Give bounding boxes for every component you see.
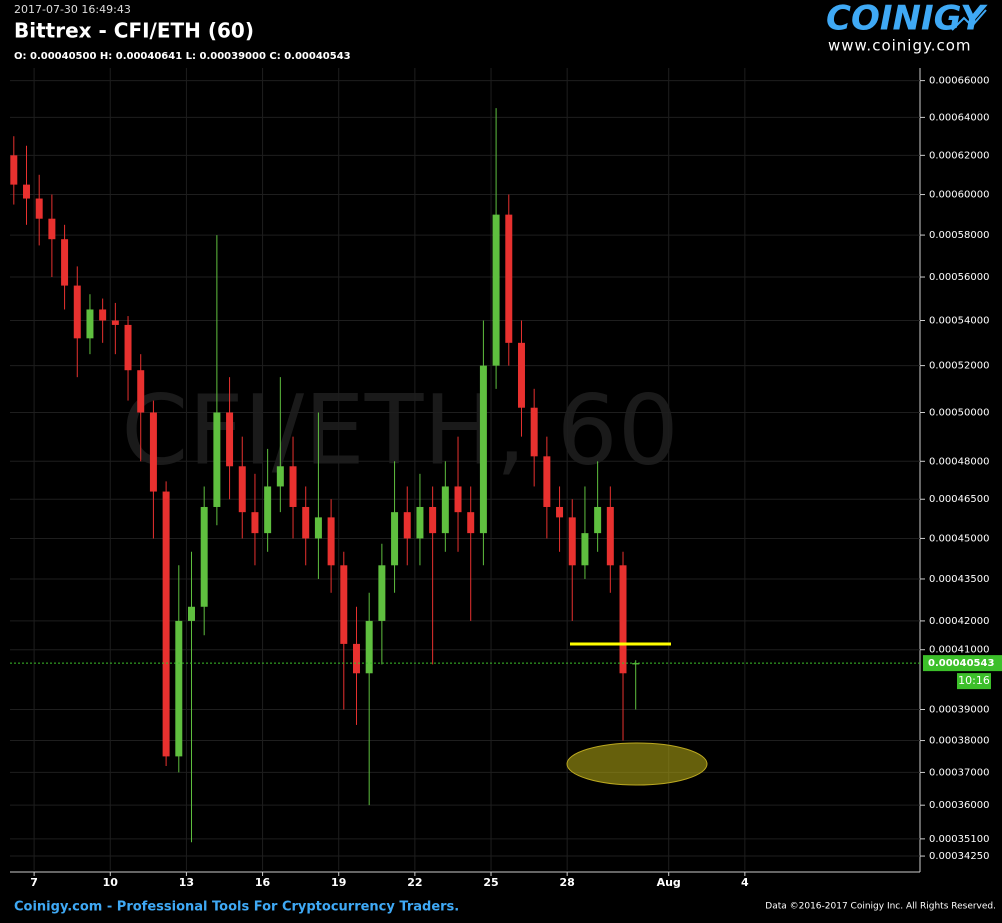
candle-body bbox=[238, 466, 246, 513]
candle-body bbox=[479, 365, 487, 534]
candle-body bbox=[365, 620, 373, 674]
candle-body bbox=[416, 506, 424, 539]
x-tick-label: Aug bbox=[657, 876, 681, 889]
y-tick-label: 0.00046500 bbox=[929, 494, 989, 505]
countdown-box bbox=[957, 673, 991, 690]
x-tick-label: 7 bbox=[30, 876, 38, 889]
candle-body bbox=[530, 407, 538, 457]
candle-body bbox=[467, 512, 475, 534]
candle-body bbox=[327, 517, 335, 566]
candle-body bbox=[251, 512, 259, 534]
candle-body bbox=[111, 320, 119, 325]
candle-body bbox=[213, 412, 221, 507]
candle-body bbox=[403, 512, 411, 539]
candle-body bbox=[606, 506, 614, 566]
candle-body bbox=[568, 517, 576, 566]
x-tick-label: 13 bbox=[179, 876, 194, 889]
candle-body bbox=[23, 184, 30, 199]
candle-body bbox=[391, 512, 399, 566]
candle-body bbox=[99, 309, 107, 321]
candle-body bbox=[162, 491, 170, 757]
y-tick-label: 0.00035100 bbox=[929, 834, 989, 845]
plot: 0.00066000 0.00064000 0.00062000 0.00060000… bbox=[10, 68, 1002, 889]
candle-body bbox=[556, 506, 564, 518]
y-tick-label: 0.00054000 bbox=[929, 315, 989, 326]
candle-body bbox=[454, 486, 462, 513]
y-tick-label: 0.00056000 bbox=[929, 272, 989, 283]
countdown: 10:16 bbox=[958, 674, 990, 687]
candle-body bbox=[137, 370, 145, 413]
candle-body bbox=[594, 506, 602, 534]
y-tick-label: 0.00037000 bbox=[929, 767, 989, 778]
y-tick-label: 0.00043500 bbox=[929, 574, 989, 585]
logo: COINIGY bbox=[826, 0, 988, 39]
candle-body bbox=[10, 155, 18, 185]
candle-body bbox=[264, 486, 272, 534]
footer-left: Coinigy.com - Professional Tools For Cry… bbox=[14, 900, 459, 915]
y-tick-label: 0.00058000 bbox=[929, 230, 989, 241]
candle-body bbox=[86, 309, 94, 339]
x-tick-label: 22 bbox=[407, 876, 422, 889]
y-tick-label: 0.00042000 bbox=[929, 616, 989, 627]
candle-body bbox=[124, 324, 132, 371]
candle-body bbox=[48, 218, 56, 240]
y-tick-label: 0.00052000 bbox=[929, 361, 989, 372]
candle-body bbox=[61, 239, 69, 286]
x-tick-label: 10 bbox=[103, 876, 119, 889]
candle-body bbox=[289, 466, 297, 507]
logo-icon bbox=[951, 9, 987, 31]
x-tick-label: 16 bbox=[255, 876, 271, 889]
candle-body bbox=[352, 643, 360, 674]
timestamp: 2017-07-30 16:49:43 bbox=[14, 3, 131, 16]
y-tick-label: 0.00034250 bbox=[929, 851, 989, 862]
y-tick-label: 0.00045000 bbox=[929, 533, 989, 544]
candle-body bbox=[35, 198, 43, 219]
footer-right: Data ©2016-2017 Coinigy Inc. All Rights … bbox=[765, 902, 996, 912]
candle-body bbox=[543, 456, 551, 507]
candle-body bbox=[188, 606, 195, 621]
candle-body bbox=[632, 663, 640, 665]
candle-body bbox=[378, 565, 386, 621]
chart-title: Bittrex - CFI/ETH (60) bbox=[14, 19, 254, 43]
candle-body bbox=[276, 466, 284, 487]
y-tick-label: 0.00039000 bbox=[929, 705, 989, 716]
candle-body bbox=[73, 285, 81, 339]
y-tick-label: 0.00050000 bbox=[929, 407, 989, 418]
candle-body bbox=[200, 506, 208, 607]
candle-body bbox=[314, 517, 322, 539]
candle-body bbox=[340, 565, 348, 644]
candle-body bbox=[517, 342, 525, 408]
last-price-box bbox=[923, 655, 1002, 672]
ohlc-text: O: 0.00040500 H: 0.00040641 L: 0.0003900… bbox=[14, 51, 351, 62]
candle-body bbox=[149, 412, 157, 492]
y-tick-label: 0.00066000 bbox=[929, 76, 989, 87]
y-tick-label: 0.00064000 bbox=[929, 112, 989, 123]
candle-body bbox=[175, 620, 183, 757]
y-tick-label: 0.00062000 bbox=[929, 150, 989, 161]
candle-body bbox=[492, 214, 500, 366]
y-tick-label: 0.00048000 bbox=[929, 456, 989, 467]
y-tick-label: 0.00060000 bbox=[929, 190, 989, 201]
y-tick-label: 0.00038000 bbox=[929, 736, 989, 747]
y-tick-label: 0.00041000 bbox=[929, 645, 989, 656]
x-tick-label: 4 bbox=[741, 876, 749, 889]
candle-body bbox=[429, 506, 437, 534]
last-price-label: 0.00040543 bbox=[928, 658, 994, 669]
candle-body bbox=[581, 533, 589, 566]
candle-body bbox=[302, 506, 310, 539]
candle-body bbox=[619, 565, 627, 674]
candle-body bbox=[441, 486, 449, 534]
x-tick-label: 25 bbox=[483, 876, 498, 889]
watermark: CFI/ETH, 60 bbox=[121, 374, 679, 486]
x-tick-label: 28 bbox=[560, 876, 575, 889]
x-tick-label: 19 bbox=[331, 876, 346, 889]
drawn-ellipse bbox=[566, 742, 708, 786]
candle-body bbox=[226, 412, 234, 467]
y-tick-label: 0.00036000 bbox=[929, 800, 989, 811]
logo-url: www.coinigy.com bbox=[828, 37, 972, 55]
candle-body bbox=[505, 214, 513, 343]
